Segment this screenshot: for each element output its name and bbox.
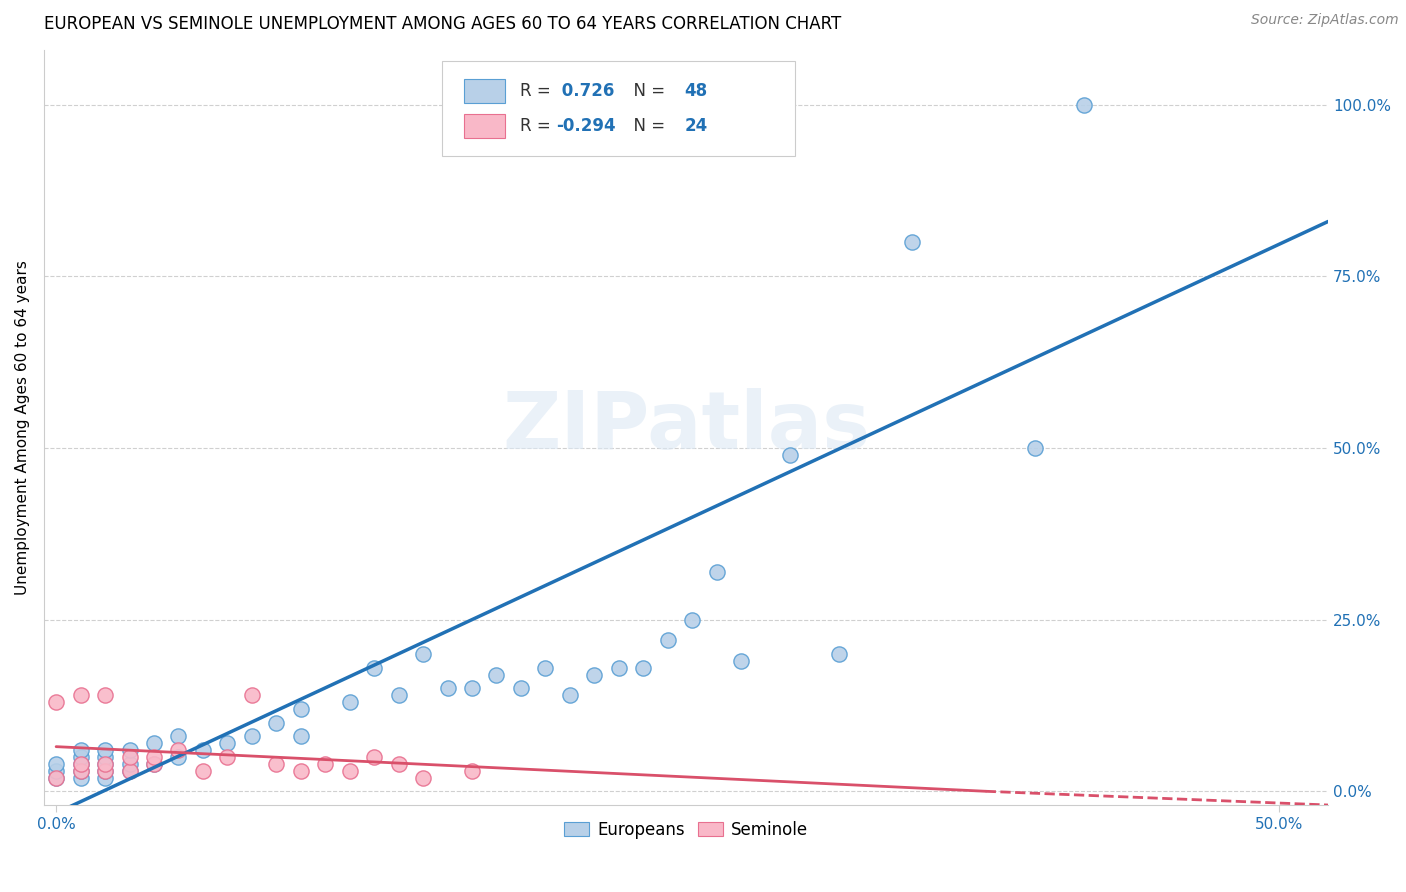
Point: [94, 750, 117, 764]
Text: R =: R =: [520, 117, 557, 135]
Point: [45, 695, 67, 709]
Text: 0.726: 0.726: [557, 81, 614, 100]
Point: [69, 688, 91, 702]
Point: [69, 756, 91, 771]
Point: [167, 750, 190, 764]
Point: [191, 743, 214, 757]
Point: [118, 743, 141, 757]
Point: [314, 756, 336, 771]
FancyBboxPatch shape: [441, 62, 796, 155]
Point: [436, 681, 458, 696]
Point: [412, 771, 434, 785]
Point: [461, 764, 484, 778]
Point: [143, 756, 166, 771]
Point: [387, 688, 409, 702]
Point: [118, 756, 141, 771]
Point: [363, 750, 385, 764]
Y-axis label: Unemployment Among Ages 60 to 64 years: Unemployment Among Ages 60 to 64 years: [15, 260, 30, 595]
Point: [167, 743, 190, 757]
Point: [779, 448, 801, 462]
Point: [191, 764, 214, 778]
Point: [730, 654, 752, 668]
Point: [94, 756, 117, 771]
Point: [706, 565, 728, 579]
Point: [509, 681, 531, 696]
Text: EUROPEAN VS SEMINOLE UNEMPLOYMENT AMONG AGES 60 TO 64 YEARS CORRELATION CHART: EUROPEAN VS SEMINOLE UNEMPLOYMENT AMONG …: [44, 15, 841, 33]
Legend: Europeans, Seminole: Europeans, Seminole: [557, 814, 815, 846]
Point: [143, 750, 166, 764]
Point: [217, 736, 239, 750]
Text: N =: N =: [623, 81, 671, 100]
Point: [583, 667, 606, 681]
Text: ZIPatlas: ZIPatlas: [502, 388, 870, 467]
Point: [290, 764, 312, 778]
Point: [1024, 441, 1046, 455]
Point: [94, 743, 117, 757]
Point: [363, 661, 385, 675]
Point: [45, 764, 67, 778]
Text: Source: ZipAtlas.com: Source: ZipAtlas.com: [1251, 13, 1399, 28]
Point: [412, 647, 434, 661]
Point: [461, 681, 484, 696]
Text: R =: R =: [520, 81, 557, 100]
Point: [69, 764, 91, 778]
Point: [94, 764, 117, 778]
Text: 24: 24: [685, 117, 709, 135]
Point: [901, 235, 924, 249]
Point: [681, 613, 703, 627]
Point: [69, 743, 91, 757]
Point: [339, 695, 361, 709]
Point: [167, 730, 190, 744]
Point: [69, 764, 91, 778]
Point: [558, 688, 581, 702]
Point: [607, 661, 630, 675]
Point: [45, 771, 67, 785]
Point: [828, 647, 851, 661]
Point: [240, 688, 263, 702]
Point: [290, 702, 312, 716]
Point: [94, 688, 117, 702]
Point: [118, 764, 141, 778]
Point: [45, 771, 67, 785]
Point: [118, 764, 141, 778]
FancyBboxPatch shape: [464, 114, 505, 138]
Point: [290, 730, 312, 744]
Point: [387, 756, 409, 771]
Point: [143, 736, 166, 750]
Point: [631, 661, 654, 675]
Text: -0.294: -0.294: [557, 117, 616, 135]
Point: [240, 730, 263, 744]
Point: [534, 661, 557, 675]
Point: [69, 771, 91, 785]
Point: [264, 715, 287, 730]
Point: [94, 764, 117, 778]
Point: [217, 750, 239, 764]
Point: [485, 667, 508, 681]
Point: [118, 750, 141, 764]
Text: 48: 48: [685, 81, 707, 100]
Point: [143, 756, 166, 771]
Point: [264, 756, 287, 771]
Point: [94, 771, 117, 785]
Text: N =: N =: [623, 117, 671, 135]
Point: [94, 756, 117, 771]
Point: [69, 756, 91, 771]
Point: [657, 633, 679, 648]
Point: [1073, 97, 1095, 112]
Point: [45, 756, 67, 771]
Point: [339, 764, 361, 778]
FancyBboxPatch shape: [464, 78, 505, 103]
Point: [69, 750, 91, 764]
